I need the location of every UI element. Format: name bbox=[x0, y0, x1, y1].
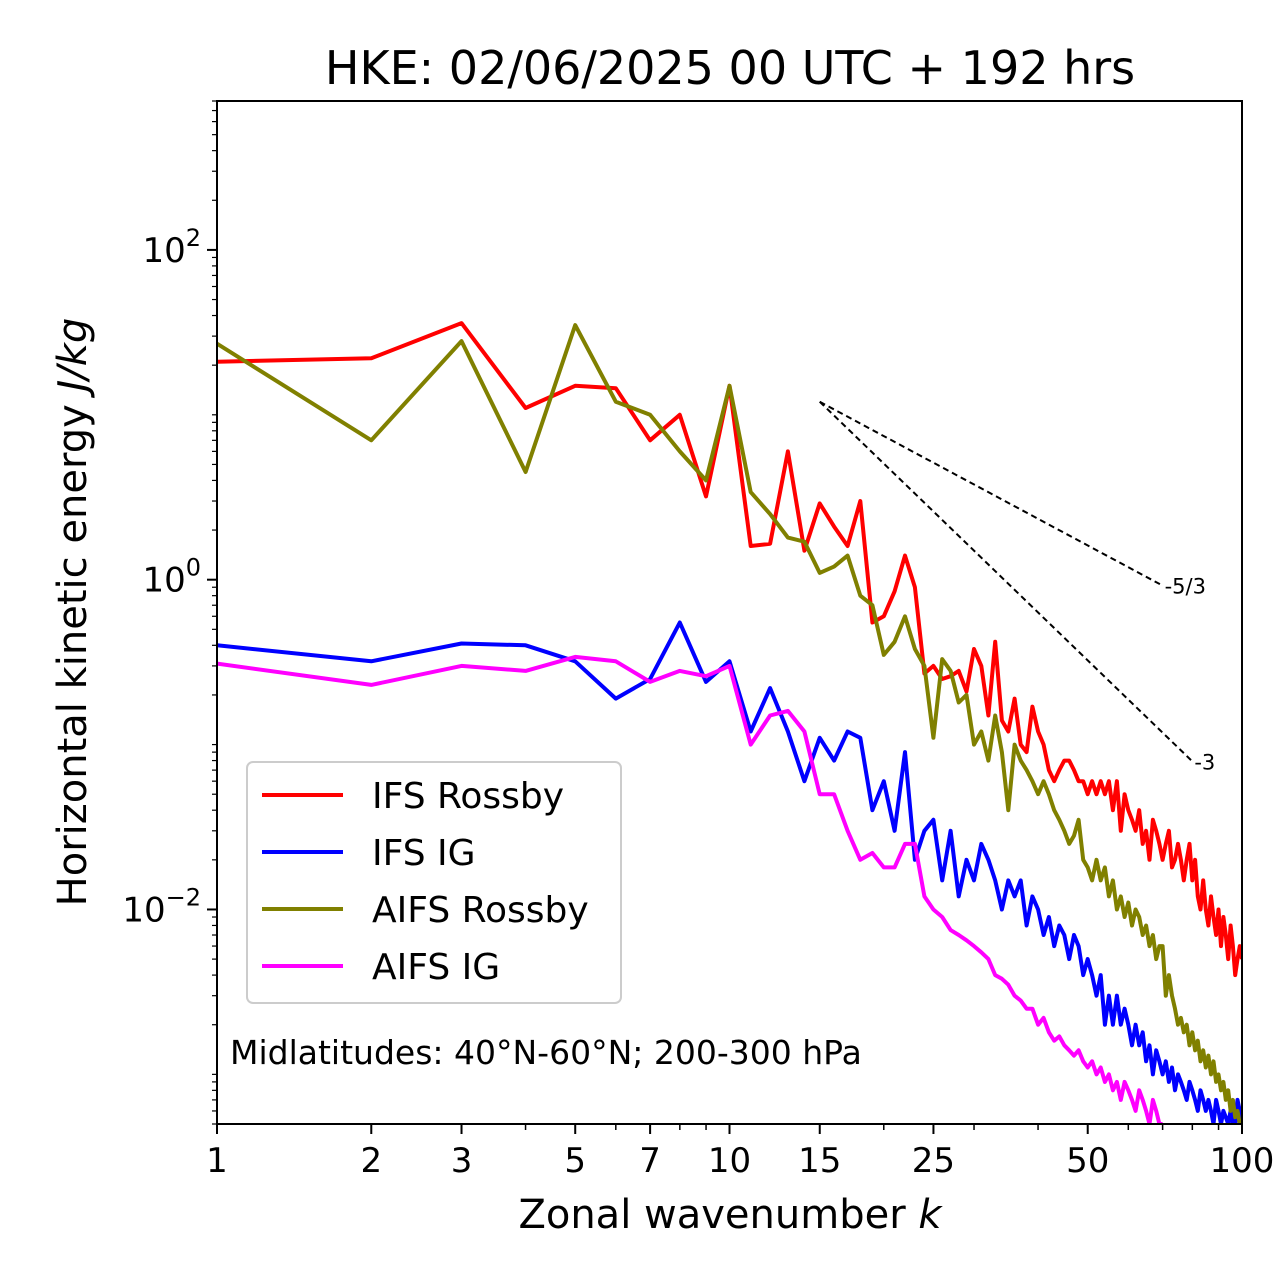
reference-line-0 bbox=[819, 400, 1164, 587]
legend-label: IFS IG bbox=[372, 833, 476, 874]
legend-items: IFS Rossby IFS IG AIFS Rossby AIFS IG bbox=[262, 776, 589, 988]
series-line-ifs-ig bbox=[217, 620, 1242, 1124]
series-line-aifs-rossby bbox=[217, 323, 1242, 1124]
legend-box bbox=[246, 761, 622, 1004]
series-line-ifs-rossby bbox=[217, 321, 1242, 978]
reference-line-label-1: -3 bbox=[1194, 750, 1215, 774]
legend-label: IFS Rossby bbox=[372, 776, 564, 817]
reference-slope-lines: -5/3 -3 bbox=[819, 400, 1215, 774]
x-tick-label: 10 bbox=[708, 1141, 751, 1181]
reference-line-label-0: -5/3 bbox=[1165, 575, 1206, 599]
y-axis-label: Horizontal kinetic energy J/kg bbox=[50, 318, 96, 907]
x-tick-label: 7 bbox=[639, 1141, 661, 1181]
reference-line-1 bbox=[819, 401, 1194, 763]
x-axis-label: Zonal wavenumber k bbox=[518, 1192, 943, 1238]
legend-label: AIFS IG bbox=[372, 947, 500, 988]
x-tick-label: 15 bbox=[798, 1141, 841, 1181]
y-tick-label: 102 bbox=[142, 224, 201, 271]
region-annotation: Midlatitudes: 40°N-60°N; 200-300 hPa bbox=[230, 1033, 862, 1072]
x-tick-label: 50 bbox=[1066, 1141, 1109, 1181]
x-tick-label: 5 bbox=[564, 1141, 586, 1181]
series-line-aifs-ig bbox=[217, 654, 1163, 1124]
y-axis-ticks: 10−2 100 102 bbox=[122, 100, 217, 1125]
x-tick-label: 100 bbox=[1210, 1141, 1275, 1181]
y-tick-label: 10−2 bbox=[122, 883, 201, 930]
x-axis-ticks: 1 2 3 5 7 10 15 25 50 100 bbox=[206, 1124, 1274, 1181]
x-tick-label: 3 bbox=[451, 1141, 473, 1181]
series-layer bbox=[217, 321, 1242, 1124]
legend: IFS Rossby IFS IG AIFS Rossby AIFS IG bbox=[246, 761, 622, 1004]
x-tick-label: 25 bbox=[912, 1141, 955, 1181]
x-tick-label: 2 bbox=[360, 1141, 382, 1181]
x-tick-label: 1 bbox=[206, 1141, 228, 1181]
chart-title: HKE: 02/06/2025 00 UTC + 192 hrs bbox=[325, 41, 1135, 95]
y-tick-label: 100 bbox=[142, 554, 201, 601]
legend-label: AIFS Rossby bbox=[372, 890, 589, 931]
